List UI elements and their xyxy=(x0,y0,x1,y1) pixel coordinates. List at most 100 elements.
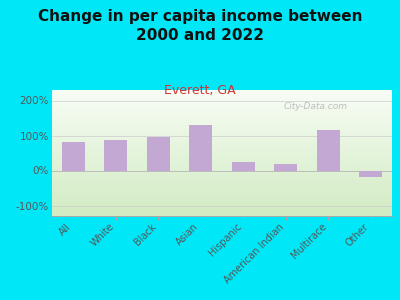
Bar xyxy=(104,140,128,170)
Bar xyxy=(52,138,392,139)
Bar xyxy=(52,92,392,94)
Bar xyxy=(52,164,392,166)
Bar xyxy=(52,98,392,99)
Bar xyxy=(359,170,382,177)
Bar xyxy=(52,177,392,178)
Bar xyxy=(52,201,392,202)
Bar xyxy=(52,200,392,201)
Bar xyxy=(52,100,392,101)
Bar xyxy=(52,139,392,140)
Bar xyxy=(52,140,392,142)
Bar xyxy=(52,178,392,179)
Bar xyxy=(52,135,392,136)
Bar xyxy=(52,104,392,105)
Bar xyxy=(52,149,392,151)
Bar xyxy=(52,214,392,215)
Bar xyxy=(62,142,85,170)
Bar xyxy=(52,215,392,216)
Bar xyxy=(52,90,392,91)
Bar xyxy=(52,188,392,190)
Bar xyxy=(52,196,392,197)
Bar xyxy=(52,173,392,174)
Bar xyxy=(52,195,392,196)
Text: Change in per capita income between
2000 and 2022: Change in per capita income between 2000… xyxy=(38,9,362,43)
Bar xyxy=(316,130,340,170)
Bar xyxy=(189,125,212,170)
Bar xyxy=(52,157,392,158)
Bar xyxy=(52,147,392,148)
Bar xyxy=(52,136,392,138)
Bar xyxy=(52,153,392,154)
Bar xyxy=(52,193,392,195)
Bar xyxy=(52,111,392,113)
Bar xyxy=(146,136,170,170)
Bar xyxy=(52,99,392,100)
Bar xyxy=(52,162,392,163)
Bar xyxy=(52,124,392,125)
Bar xyxy=(52,148,392,149)
Bar xyxy=(52,187,392,188)
Bar xyxy=(52,143,392,144)
Bar xyxy=(52,202,392,203)
Bar xyxy=(52,106,392,108)
Bar xyxy=(52,197,392,198)
Bar xyxy=(52,183,392,184)
Bar xyxy=(52,206,392,207)
Bar xyxy=(52,208,392,210)
Bar xyxy=(52,176,392,177)
Bar xyxy=(52,158,392,159)
Bar xyxy=(52,105,392,106)
Bar xyxy=(52,211,392,212)
Bar xyxy=(52,186,392,187)
Bar xyxy=(52,128,392,129)
Bar xyxy=(52,198,392,200)
Bar xyxy=(52,144,392,145)
Bar xyxy=(52,172,392,173)
Bar xyxy=(52,103,392,104)
Bar xyxy=(52,122,392,123)
Bar xyxy=(52,95,392,96)
Bar xyxy=(52,113,392,114)
Bar xyxy=(52,179,392,181)
Bar xyxy=(52,160,392,162)
Bar xyxy=(52,151,392,152)
Bar xyxy=(52,125,392,127)
Bar xyxy=(52,190,392,191)
Bar xyxy=(274,164,298,170)
Bar xyxy=(52,184,392,186)
Bar xyxy=(52,129,392,130)
Bar xyxy=(232,162,255,170)
Bar xyxy=(52,168,392,170)
Bar xyxy=(52,152,392,153)
Bar xyxy=(52,108,392,109)
Bar xyxy=(52,115,392,116)
Bar xyxy=(52,114,392,115)
Bar xyxy=(52,163,392,164)
Bar xyxy=(52,181,392,182)
Bar xyxy=(52,130,392,132)
Bar xyxy=(52,192,392,193)
Bar xyxy=(52,167,392,168)
Bar xyxy=(52,110,392,111)
Bar xyxy=(52,166,392,167)
Text: City-Data.com: City-Data.com xyxy=(283,102,347,111)
Text: Everett, GA: Everett, GA xyxy=(164,84,236,97)
Bar xyxy=(52,182,392,183)
Bar xyxy=(52,191,392,192)
Bar xyxy=(52,171,392,172)
Bar xyxy=(52,207,392,208)
Bar xyxy=(52,101,392,103)
Bar xyxy=(52,132,392,133)
Bar xyxy=(52,169,392,171)
Bar xyxy=(52,96,392,98)
Bar xyxy=(52,174,392,176)
Bar xyxy=(52,146,392,147)
Bar xyxy=(52,133,392,134)
Bar xyxy=(52,155,392,157)
Bar xyxy=(52,127,392,128)
Bar xyxy=(52,212,392,214)
Bar xyxy=(52,205,392,206)
Bar xyxy=(52,203,392,205)
Bar xyxy=(52,123,392,124)
Bar xyxy=(52,134,392,135)
